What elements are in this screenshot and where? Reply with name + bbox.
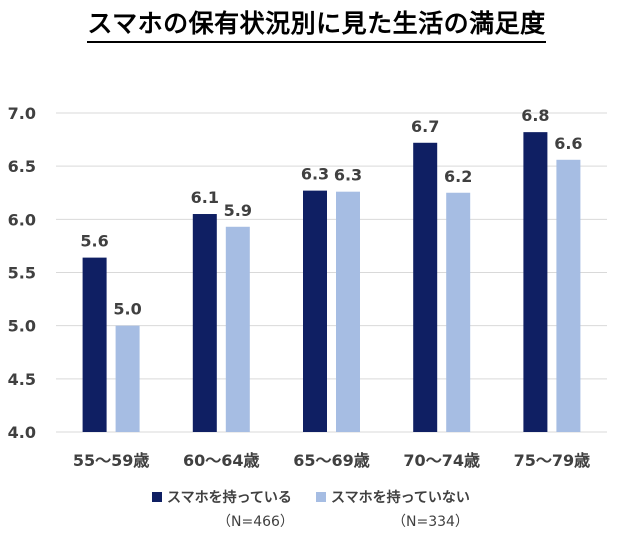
data-label: 6.6 xyxy=(554,134,582,153)
x-tick-label: 60〜64歳 xyxy=(183,451,260,470)
bars xyxy=(82,132,581,433)
data-labels: 5.6 5.0 6.1 5.9 6.3 6.3 6.7 6.2 6.8 6.6 xyxy=(80,106,582,319)
bar-owners xyxy=(523,132,548,432)
bar-chart: 4.0 4.5 5.0 5.5 6.0 6.5 7.0 5.6 5.0 6.1 5.9 6.3 6.3… xyxy=(8,104,607,470)
legend: スマホを持っている スマホを持っていない （N=466） （N=334） xyxy=(0,487,633,543)
y-tick-label: 6.0 xyxy=(8,210,36,229)
legend-swatch-owners xyxy=(152,492,162,502)
bar-owners xyxy=(303,190,327,432)
x-tick-label: 55〜59歳 xyxy=(73,451,150,470)
legend-n-non-owners: （N=334） xyxy=(392,514,469,530)
bar-owners xyxy=(82,257,107,432)
y-tick-label: 5.0 xyxy=(8,317,36,336)
y-tick-label: 6.5 xyxy=(8,157,36,176)
bar-owners xyxy=(192,214,217,432)
bar-non-owners xyxy=(115,325,140,432)
data-label: 5.0 xyxy=(113,300,141,319)
x-tick-label: 75〜79歳 xyxy=(514,451,591,470)
bar-non-owners xyxy=(336,191,360,432)
y-tick-label: 5.5 xyxy=(8,264,36,283)
legend-n-owners: （N=466） xyxy=(217,514,294,530)
y-tick-label: 4.0 xyxy=(8,423,36,442)
data-label: 5.9 xyxy=(224,201,252,220)
y-tick-label: 7.0 xyxy=(8,104,36,123)
data-label: 6.3 xyxy=(301,165,329,184)
y-tick-label: 4.5 xyxy=(8,370,36,389)
x-tick-label: 65〜69歳 xyxy=(293,451,370,470)
bar-non-owners xyxy=(556,159,581,432)
legend-item-smartphone-owners: スマホを持っている xyxy=(152,487,292,507)
legend-swatch-non-owners xyxy=(316,492,326,502)
bar-non-owners xyxy=(446,192,471,432)
y-axis-ticks: 4.0 4.5 5.0 5.5 6.0 6.5 7.0 xyxy=(8,104,36,442)
x-tick-label: 70〜74歳 xyxy=(403,451,480,470)
legend-item-non-owners: スマホを持っていない xyxy=(316,487,470,507)
data-label: 6.8 xyxy=(521,106,549,125)
data-label: 6.2 xyxy=(444,167,472,186)
chart-title: スマホの保有状況別に見た生活の満足度 xyxy=(87,4,546,43)
data-label: 6.1 xyxy=(191,188,219,207)
data-label: 6.7 xyxy=(411,117,439,136)
chart-title-wrap: スマホの保有状況別に見た生活の満足度 xyxy=(0,4,633,43)
legend-label-non-owners: スマホを持っていない xyxy=(331,490,470,506)
x-axis-ticks: 55〜59歳 60〜64歳 65〜69歳 70〜74歳 75〜79歳 xyxy=(73,451,590,470)
data-label: 5.6 xyxy=(80,232,108,251)
legend-label-owners: スマホを持っている xyxy=(167,490,292,506)
bar-owners xyxy=(413,142,438,433)
gridlines xyxy=(56,112,607,433)
data-label: 6.3 xyxy=(334,166,362,185)
bar-non-owners xyxy=(225,226,250,432)
